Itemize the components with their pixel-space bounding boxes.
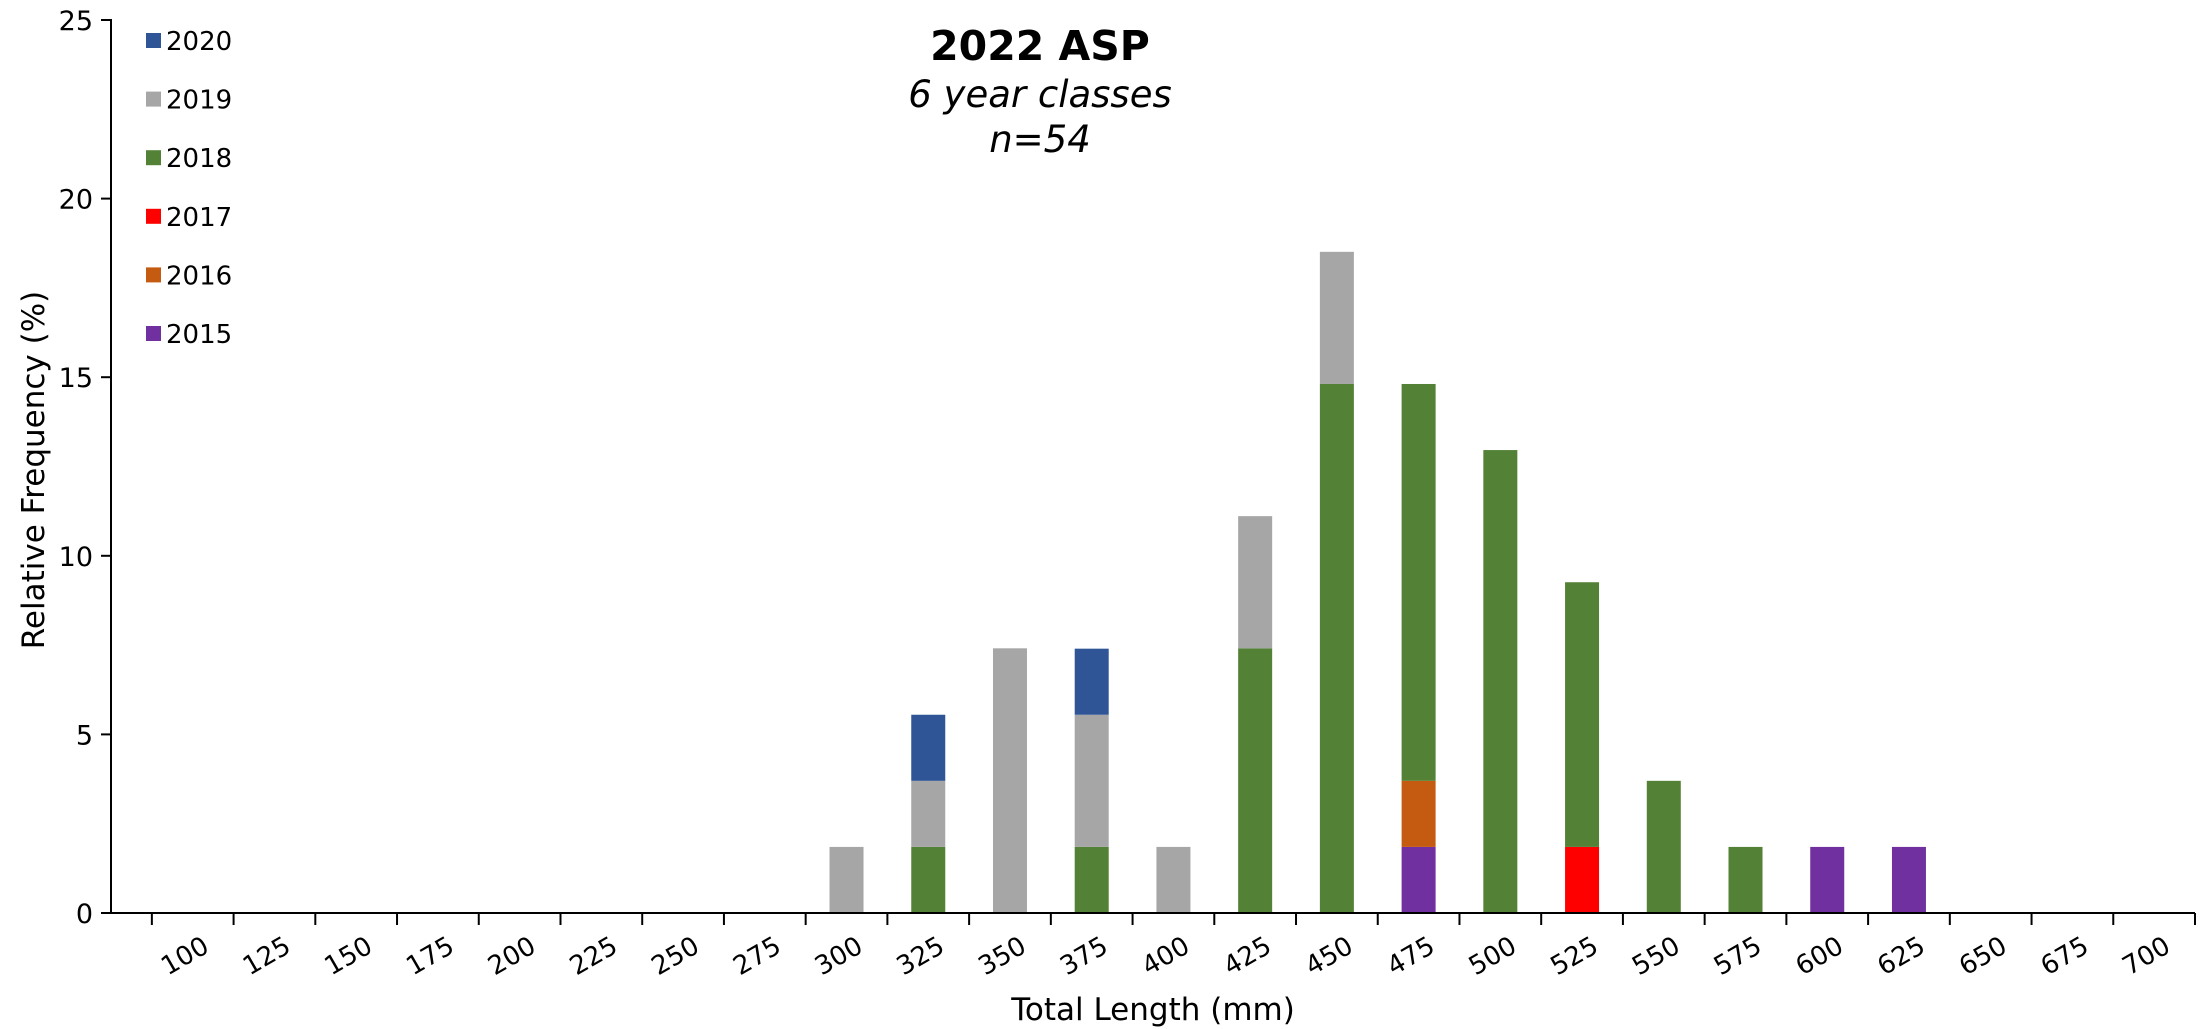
y-tick-label: 0 <box>76 899 93 930</box>
bar-2018-375 <box>1074 846 1109 913</box>
bar-2018-325 <box>911 846 946 913</box>
x-tick-label: 425 <box>1219 931 1277 982</box>
x-tick-label: 375 <box>1055 931 1113 982</box>
x-tick-label: 625 <box>1872 931 1930 982</box>
x-tick-label: 500 <box>1464 931 1522 982</box>
chart-title: 2022 ASP <box>930 22 1150 70</box>
x-tick-label: 650 <box>1954 931 2012 982</box>
bar-2018-425 <box>1238 648 1273 913</box>
bar-2018-500 <box>1483 450 1518 913</box>
bar-2019-450 <box>1319 251 1354 384</box>
bar-2020-325 <box>911 714 946 781</box>
bar-2018-575 <box>1728 846 1763 913</box>
chart-subtitle-line-1: 6 year classes <box>908 73 1172 116</box>
bar-2016-475 <box>1401 780 1436 847</box>
bar-2019-350 <box>992 648 1027 913</box>
legend-label-2018: 2018 <box>166 144 232 174</box>
bar-2018-450 <box>1319 383 1354 913</box>
y-tick-label: 20 <box>59 185 93 216</box>
x-tick-label: 100 <box>156 931 214 982</box>
legend-swatch-2018 <box>146 150 161 166</box>
bar-2018-475 <box>1401 383 1436 781</box>
x-tick-label: 150 <box>320 931 378 982</box>
x-tick-label: 350 <box>973 931 1031 982</box>
bar-2019-425 <box>1238 516 1273 649</box>
bar-2019-300 <box>829 846 864 913</box>
y-tick-label: 25 <box>59 6 93 37</box>
legend-label-2017: 2017 <box>166 203 232 233</box>
legend-swatch-2019 <box>146 91 161 107</box>
x-tick-label: 450 <box>1300 931 1358 982</box>
axes-layer: 0 5 10 15 20 25 100 125 150 175 200 225 250 275 300 325… <box>59 6 2196 982</box>
x-tick-label: 700 <box>2118 931 2176 982</box>
y-tick-label: 15 <box>59 363 93 394</box>
x-tick-label: 400 <box>1137 931 1195 982</box>
x-tick-label: 200 <box>483 931 541 982</box>
bars-layer <box>829 251 1926 913</box>
legend: 2020 2019 2018 2017 2016 2015 <box>146 27 232 350</box>
bar-2019-375 <box>1074 714 1109 847</box>
bar-2019-325 <box>911 780 946 847</box>
x-tick-label: 600 <box>1791 931 1849 982</box>
legend-swatch-2020 <box>146 33 161 48</box>
y-axis-label: Relative Frequency (%) <box>16 291 52 650</box>
bar-2015-600 <box>1810 846 1845 913</box>
x-tick-label: 300 <box>810 931 868 982</box>
y-tick-label: 10 <box>59 542 93 573</box>
x-tick-label: 550 <box>1627 931 1685 982</box>
x-tick-label: 175 <box>401 931 459 982</box>
bar-2018-525 <box>1565 582 1600 847</box>
legend-label-2019: 2019 <box>166 86 232 116</box>
legend-label-2016: 2016 <box>166 261 232 291</box>
bar-2019-400 <box>1156 846 1191 913</box>
x-axis-label: Total Length (mm) <box>1010 992 1295 1028</box>
x-tick-label: 325 <box>892 931 950 982</box>
chart-subtitle-line-2: n=54 <box>989 118 1091 161</box>
bar-2015-625 <box>1891 846 1926 913</box>
x-tick-label: 225 <box>565 931 623 982</box>
x-tick-label: 275 <box>728 931 786 982</box>
legend-label-2020: 2020 <box>166 27 232 57</box>
x-tick-label: 525 <box>1546 931 1604 982</box>
bar-2017-525 <box>1565 846 1600 913</box>
bar-2018-550 <box>1646 780 1681 913</box>
x-tick-label: 125 <box>238 931 296 982</box>
x-tick-label: 250 <box>647 931 705 982</box>
y-tick-label: 5 <box>76 720 93 751</box>
bar-2020-375 <box>1074 648 1109 715</box>
legend-swatch-2016 <box>146 267 161 283</box>
legend-label-2015: 2015 <box>166 320 232 350</box>
x-tick-label: 575 <box>1709 931 1767 982</box>
x-tick-label: 475 <box>1382 931 1440 982</box>
legend-swatch-2017 <box>146 208 161 224</box>
x-tick-label: 675 <box>2036 931 2094 982</box>
bar-2015-475 <box>1401 846 1436 913</box>
legend-swatch-2015 <box>146 326 161 341</box>
